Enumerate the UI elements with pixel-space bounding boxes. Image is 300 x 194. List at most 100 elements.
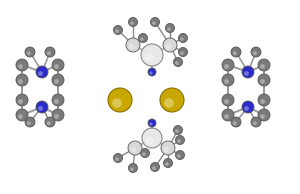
Circle shape <box>52 109 64 121</box>
Circle shape <box>244 71 249 76</box>
Circle shape <box>222 109 234 121</box>
Circle shape <box>54 114 59 119</box>
Circle shape <box>18 79 23 84</box>
Circle shape <box>148 68 156 76</box>
Circle shape <box>180 51 184 55</box>
Circle shape <box>177 154 181 158</box>
Circle shape <box>166 23 175 33</box>
Circle shape <box>36 66 48 78</box>
Circle shape <box>18 99 23 104</box>
Circle shape <box>163 38 177 52</box>
Circle shape <box>149 71 153 75</box>
Circle shape <box>113 153 122 163</box>
Circle shape <box>16 74 28 86</box>
Circle shape <box>139 34 148 42</box>
Circle shape <box>173 126 182 134</box>
Circle shape <box>224 79 229 84</box>
Circle shape <box>36 101 48 113</box>
Circle shape <box>128 164 137 172</box>
Circle shape <box>164 147 169 152</box>
Circle shape <box>126 38 140 52</box>
Circle shape <box>178 48 188 56</box>
Circle shape <box>27 121 31 125</box>
Circle shape <box>149 122 153 126</box>
Circle shape <box>152 21 156 25</box>
Circle shape <box>175 129 179 133</box>
Circle shape <box>128 141 142 155</box>
Circle shape <box>52 74 64 86</box>
Circle shape <box>251 47 261 57</box>
Circle shape <box>164 98 174 108</box>
Circle shape <box>233 121 237 125</box>
Circle shape <box>166 44 171 49</box>
Circle shape <box>178 34 188 42</box>
Circle shape <box>38 71 43 76</box>
Circle shape <box>260 64 265 69</box>
Circle shape <box>113 25 122 35</box>
Circle shape <box>128 17 137 27</box>
Circle shape <box>130 21 134 25</box>
Circle shape <box>260 79 265 84</box>
Circle shape <box>165 162 169 166</box>
Circle shape <box>47 121 51 125</box>
Circle shape <box>251 117 261 127</box>
Circle shape <box>258 94 270 106</box>
Circle shape <box>141 44 163 66</box>
Circle shape <box>151 17 160 27</box>
Circle shape <box>27 51 31 55</box>
Circle shape <box>52 94 64 106</box>
Circle shape <box>25 117 35 127</box>
Circle shape <box>161 141 175 155</box>
Circle shape <box>224 114 229 119</box>
Circle shape <box>140 148 149 158</box>
Circle shape <box>142 152 146 156</box>
Circle shape <box>108 88 132 112</box>
Circle shape <box>142 128 162 148</box>
Circle shape <box>54 79 59 84</box>
Circle shape <box>173 57 182 67</box>
Circle shape <box>54 99 59 104</box>
Circle shape <box>258 109 270 121</box>
Circle shape <box>260 114 265 119</box>
Circle shape <box>164 158 172 167</box>
Circle shape <box>258 59 270 71</box>
Circle shape <box>25 47 35 57</box>
Circle shape <box>130 167 134 171</box>
Circle shape <box>253 51 257 55</box>
Circle shape <box>224 99 229 104</box>
Circle shape <box>242 101 254 113</box>
Circle shape <box>253 121 257 125</box>
Circle shape <box>45 117 55 127</box>
Circle shape <box>180 37 184 41</box>
Circle shape <box>38 106 43 111</box>
Circle shape <box>175 61 179 65</box>
Circle shape <box>177 139 181 143</box>
Circle shape <box>233 51 237 55</box>
Circle shape <box>115 29 119 33</box>
Circle shape <box>176 151 184 159</box>
Circle shape <box>16 94 28 106</box>
Circle shape <box>260 99 265 104</box>
Circle shape <box>47 51 51 55</box>
Circle shape <box>18 64 23 69</box>
Circle shape <box>176 135 184 145</box>
Circle shape <box>242 66 254 78</box>
Circle shape <box>222 94 234 106</box>
Circle shape <box>18 114 23 119</box>
Circle shape <box>231 117 241 127</box>
Circle shape <box>54 64 59 69</box>
Circle shape <box>148 119 156 127</box>
Circle shape <box>115 157 119 161</box>
Circle shape <box>167 27 171 31</box>
Circle shape <box>140 37 144 41</box>
Circle shape <box>258 74 270 86</box>
Circle shape <box>146 137 154 145</box>
Circle shape <box>128 44 134 49</box>
Circle shape <box>222 59 234 71</box>
Circle shape <box>52 59 64 71</box>
Circle shape <box>231 47 241 57</box>
Circle shape <box>16 109 28 121</box>
Circle shape <box>145 53 154 62</box>
Circle shape <box>130 147 136 152</box>
Circle shape <box>151 163 160 171</box>
